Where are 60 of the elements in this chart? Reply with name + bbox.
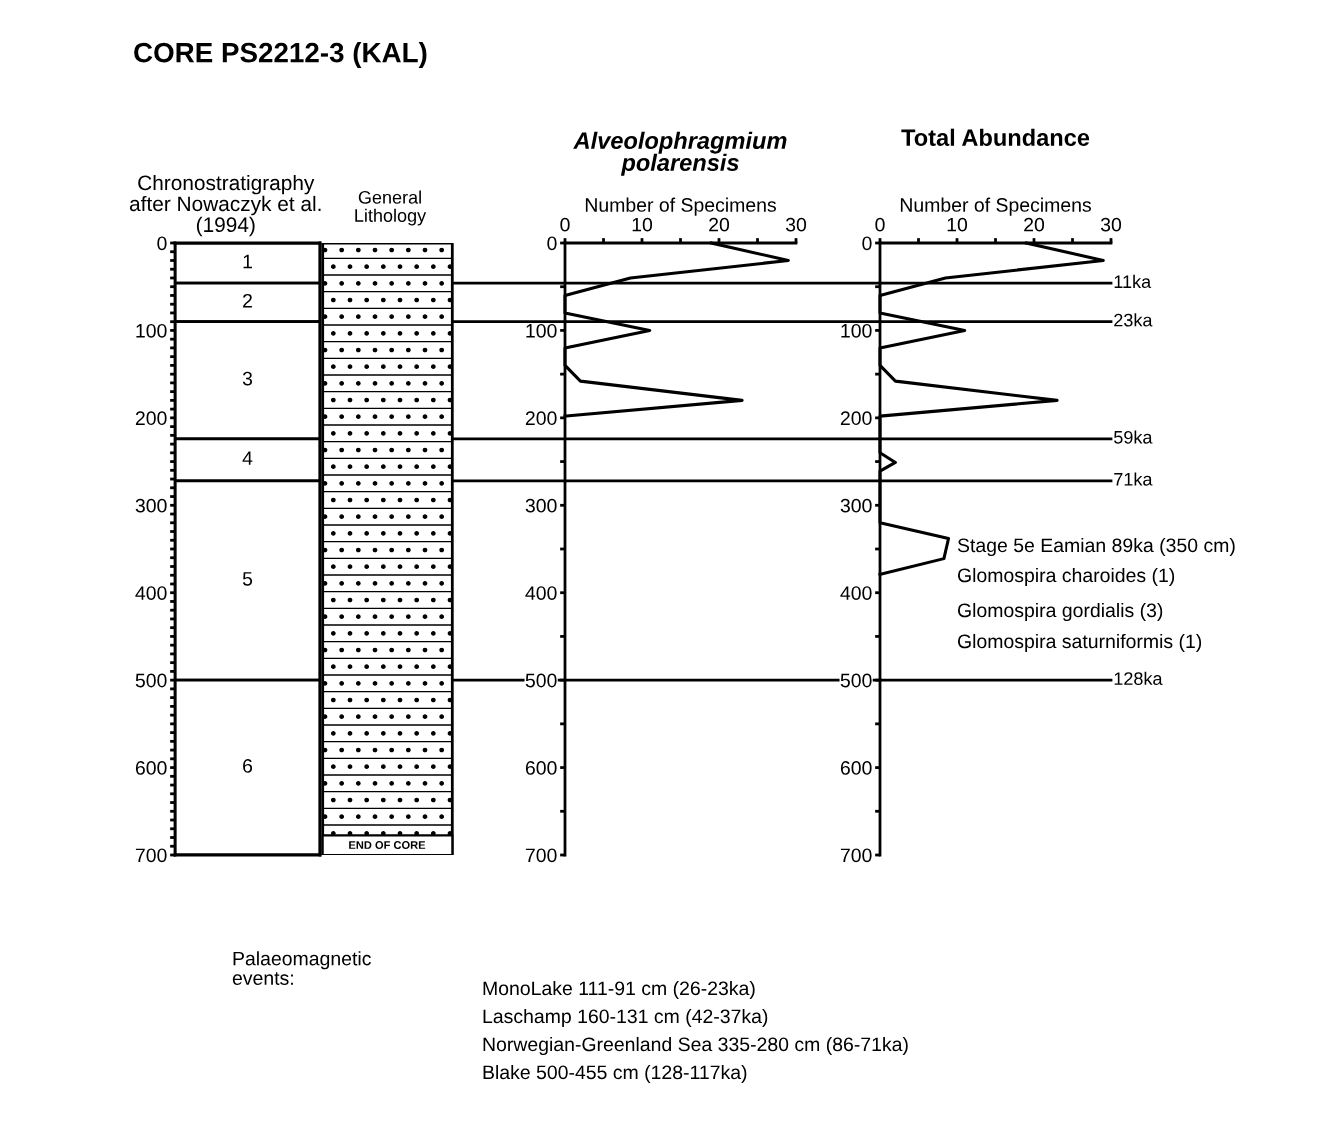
x-axis-title: Number of Specimens bbox=[585, 197, 776, 216]
y-tick-label: 300 bbox=[135, 498, 167, 513]
series-label: 4 bbox=[242, 451, 253, 465]
y-tick-label: 500 bbox=[840, 673, 872, 688]
series-label: 1 bbox=[243, 254, 252, 269]
x-tick-label: 0 bbox=[560, 217, 570, 232]
x-tick-label: 10 bbox=[947, 217, 968, 232]
y-tick-label: 0 bbox=[157, 236, 167, 251]
y-tick-label: 100 bbox=[526, 323, 557, 338]
y-tick-label: 400 bbox=[840, 586, 872, 600]
y-tick-label: 700 bbox=[525, 848, 557, 863]
series-label: 6 bbox=[243, 759, 253, 773]
y-tick-label: 100 bbox=[841, 323, 872, 338]
ref-line-label: 71ka bbox=[1114, 472, 1153, 486]
y-tick-label: 400 bbox=[525, 586, 557, 600]
y-tick-label: 600 bbox=[135, 761, 167, 775]
series-label: 3 bbox=[242, 371, 253, 386]
text: Norwegian-Greenland Sea 335-280 cm (86-71ka) bbox=[483, 1036, 908, 1056]
y-tick-label: 700 bbox=[135, 848, 167, 863]
chart-title: Total Abundance bbox=[901, 128, 1090, 147]
y-tick-label: 200 bbox=[135, 411, 167, 426]
x-tick-label: 0 bbox=[875, 217, 885, 232]
text: Palaeomagnetic events: bbox=[232, 951, 371, 985]
x-tick-label: 30 bbox=[1100, 217, 1122, 232]
y-tick-label: 0 bbox=[862, 236, 872, 251]
y-tick-label: 400 bbox=[135, 586, 167, 600]
y-tick-label: 300 bbox=[525, 498, 557, 513]
x-tick-label: 20 bbox=[709, 217, 730, 232]
y-tick-label: 700 bbox=[840, 848, 872, 863]
text: Laschamp 160-131 cm (42-37ka) bbox=[483, 1008, 768, 1028]
series-label: 5 bbox=[242, 572, 253, 586]
text: General Lithology bbox=[355, 190, 427, 226]
annotation: Glomospira saturniformis (1) bbox=[957, 633, 1202, 653]
y-tick-label: 600 bbox=[525, 761, 557, 775]
text: Blake 500-455 cm (128-117ka) bbox=[483, 1064, 747, 1084]
x-axis-title: Number of Specimens bbox=[900, 197, 1091, 216]
ref-line-label: 11ka bbox=[1114, 274, 1152, 289]
y-tick-label: 500 bbox=[135, 673, 167, 688]
y-tick-label: 0 bbox=[547, 236, 557, 251]
chart-title: Chronostratigraphy after Nowaczyk et al. (1994) bbox=[129, 174, 321, 237]
ref-line-label: 128ka bbox=[1114, 671, 1163, 685]
text: MonoLake 111-91 cm (26-23ka) bbox=[483, 980, 755, 1000]
ref-line-label: 59ka bbox=[1114, 430, 1153, 444]
series-label: 2 bbox=[243, 293, 252, 308]
chart-title: Alveolophragmium polarensis bbox=[573, 131, 787, 176]
ref-line-label: 23ka bbox=[1114, 313, 1153, 327]
text: CORE PS2212-3 (KAL) bbox=[134, 42, 427, 68]
x-tick-label: 10 bbox=[632, 217, 653, 232]
y-tick-label: 200 bbox=[525, 411, 557, 426]
x-tick-label: 30 bbox=[785, 217, 807, 232]
text: END OF CORE bbox=[349, 841, 426, 849]
y-tick-label: 200 bbox=[840, 411, 872, 426]
x-tick-label: 20 bbox=[1024, 217, 1045, 232]
y-tick-label: 100 bbox=[136, 323, 167, 338]
y-tick-label: 600 bbox=[840, 761, 872, 775]
y-tick-label: 300 bbox=[840, 498, 872, 513]
y-tick-label: 500 bbox=[525, 673, 557, 688]
annotation: Glomospira charoides (1) bbox=[957, 567, 1175, 587]
annotation: Stage 5e Eamian 89ka (350 cm) bbox=[957, 537, 1235, 557]
annotation: Glomospira gordialis (3) bbox=[957, 602, 1163, 622]
